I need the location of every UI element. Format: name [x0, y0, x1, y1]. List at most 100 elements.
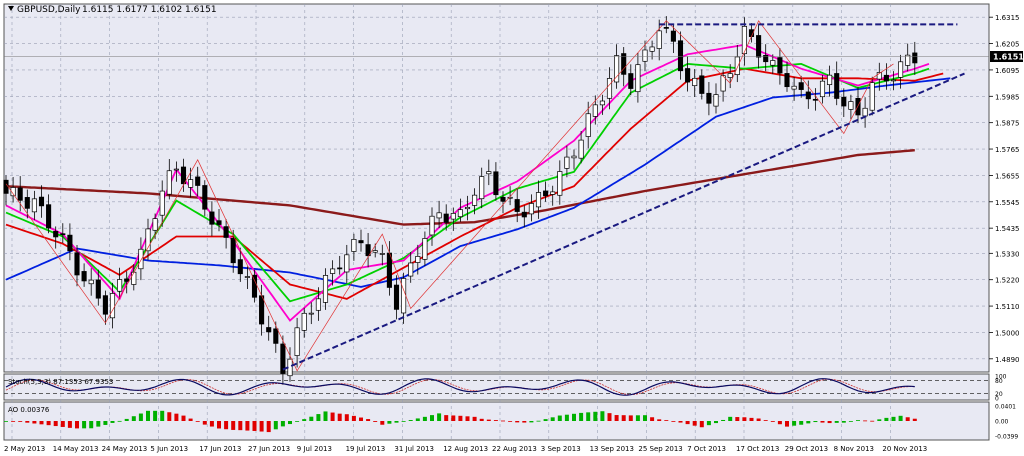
bull-candle — [557, 171, 563, 196]
ao-bar — [572, 413, 576, 421]
bear-candle — [17, 187, 23, 201]
ao-bar — [103, 421, 108, 425]
price-tick-label: 1.6095 — [995, 67, 1020, 75]
bear-candle — [67, 234, 73, 252]
ao-bar — [408, 420, 413, 421]
ao-bar — [863, 420, 868, 422]
bear-candle — [124, 278, 130, 282]
ao-bar — [195, 421, 200, 422]
ao-bar — [699, 421, 704, 428]
ao-bar — [32, 421, 37, 424]
bull-candle — [564, 156, 570, 169]
bear-candle — [493, 171, 499, 196]
ao-bar — [657, 419, 662, 421]
bear-candle — [834, 73, 840, 99]
ao-bar — [749, 417, 754, 421]
bull-candle — [890, 79, 897, 82]
bull-candle — [479, 176, 485, 200]
price-tick-label: 1.5220 — [995, 277, 1020, 285]
bull-candle — [599, 100, 605, 106]
bull-candle — [88, 279, 94, 285]
bear-candle — [883, 74, 889, 82]
bear-candle — [102, 295, 108, 315]
bear-candle — [393, 284, 400, 310]
bear-candle — [216, 220, 222, 225]
ao-bar — [422, 416, 427, 421]
stoch-main-line — [5, 378, 915, 396]
bear-candle — [237, 259, 243, 275]
ao-bar — [231, 421, 236, 430]
ao-bar — [664, 420, 669, 421]
price-tick-label: 1.5655 — [995, 172, 1020, 180]
bear-candle — [663, 27, 669, 29]
time-tick-label: 2 May 2013 — [4, 445, 45, 453]
ao-bar — [756, 418, 761, 421]
ao-bar — [763, 420, 768, 421]
bull-candle — [606, 78, 613, 99]
ao-bar — [735, 417, 740, 421]
bear-candle — [24, 197, 30, 209]
ao-bar — [259, 421, 264, 432]
bear-candle — [798, 82, 804, 90]
stoch-tick-label: 80 — [995, 378, 1003, 385]
bull-candle — [31, 198, 37, 213]
time-tick-label: 7 Oct 2013 — [687, 445, 726, 453]
ma-line-brown — [5, 149, 915, 226]
bull-candle — [819, 80, 826, 98]
time-tick-label: 12 Aug 2013 — [443, 445, 488, 453]
bear-candle — [180, 166, 187, 185]
bear-candle — [621, 53, 627, 75]
bull-candle — [308, 312, 314, 315]
ao-bar — [813, 421, 818, 423]
price-axis: 1.6315 1.6205 1.6095 1.5985 1.5875 1.5765 1.56… — [989, 14, 1020, 364]
bull-candle — [422, 238, 428, 260]
stochastic-label: Stoch(5,3,3) 87.1353 67.9353 — [8, 378, 113, 386]
ao-bar — [344, 414, 349, 421]
time-tick-label: 31 Jul 2013 — [394, 445, 434, 453]
ao-bar — [224, 421, 229, 430]
ao-bar — [451, 415, 456, 421]
ao-bar — [202, 421, 207, 425]
ao-bar — [323, 411, 328, 421]
bear-candle — [266, 327, 272, 333]
ao-bar — [841, 421, 846, 423]
ao-bar — [742, 417, 747, 421]
ao-bar — [181, 415, 186, 421]
bear-candle — [259, 295, 265, 325]
bull-candle — [244, 276, 250, 278]
bull-candle — [869, 82, 875, 111]
ao-bar — [479, 418, 484, 421]
ao-bar — [67, 421, 72, 428]
bull-candle — [741, 26, 747, 55]
ao-bar — [777, 421, 782, 425]
ao-bar — [522, 421, 527, 423]
bull-candle — [827, 74, 833, 86]
ao-bar — [437, 413, 442, 421]
ao-bar — [714, 421, 718, 424]
ao-bar — [4, 421, 8, 422]
bull-candle — [173, 168, 179, 171]
grid-lines — [4, 4, 989, 440]
bear-candle — [763, 55, 769, 63]
stoch-tick-label: 0 — [995, 396, 999, 403]
ao-bar — [614, 415, 619, 421]
time-tick-label: 5 Jun 2013 — [150, 445, 188, 453]
bull-candle — [159, 190, 165, 216]
ao-bar — [394, 421, 399, 423]
stoch-signal-line — [5, 378, 915, 396]
bear-candle — [777, 57, 783, 74]
bull-candle — [507, 196, 513, 199]
ao-bar — [53, 421, 58, 427]
bull-candle — [415, 256, 421, 263]
ao-bar — [486, 419, 491, 421]
bull-candle — [322, 275, 329, 303]
ao-bar — [174, 413, 179, 421]
support-trendline — [282, 72, 965, 371]
ao-bar — [671, 421, 676, 422]
ma-line-blue — [5, 77, 951, 288]
bear-candle — [912, 52, 918, 64]
bull-candle — [131, 271, 137, 285]
chevron-down-icon — [8, 6, 14, 11]
ao-bar — [529, 421, 534, 423]
